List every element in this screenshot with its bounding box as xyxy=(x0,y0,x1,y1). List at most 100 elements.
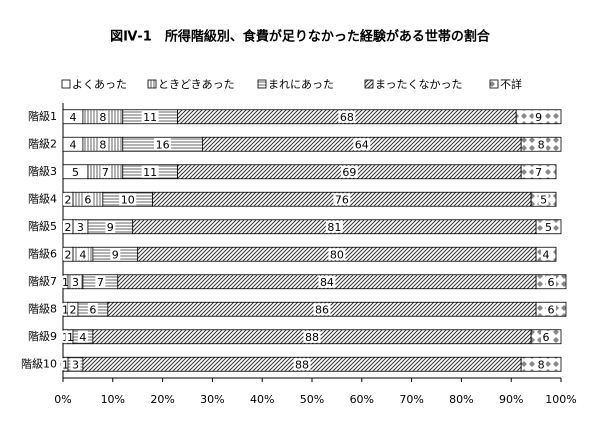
label-bg xyxy=(77,248,88,261)
label-bg xyxy=(541,330,552,343)
value-label: 1 xyxy=(62,358,69,371)
y-tick-label: 階級4 xyxy=(28,191,57,205)
label-bg xyxy=(82,193,93,206)
value-label: 86 xyxy=(315,303,329,316)
label-bg xyxy=(293,358,311,371)
legend-swatch xyxy=(489,79,499,89)
x-tick-label: 50% xyxy=(300,393,324,406)
value-label: 8 xyxy=(99,138,106,151)
value-label: 88 xyxy=(305,331,319,344)
value-label: 64 xyxy=(355,138,369,151)
value-label: 84 xyxy=(320,276,334,289)
value-label: 5 xyxy=(72,166,79,179)
label-bg xyxy=(62,193,73,206)
label-bg xyxy=(538,193,549,206)
x-tick-label: 60% xyxy=(350,393,374,406)
value-label: 7 xyxy=(102,166,109,179)
value-label: 2 xyxy=(64,193,71,206)
value-label: 1 xyxy=(62,276,69,289)
label-bg xyxy=(87,303,98,316)
value-label: 3 xyxy=(72,276,79,289)
label-bg xyxy=(97,110,108,123)
y-tick-label: 階級9 xyxy=(28,329,57,343)
value-label: 6 xyxy=(548,303,555,316)
label-bg xyxy=(333,193,351,206)
value-label: 6 xyxy=(543,331,550,344)
label-bg xyxy=(141,165,159,178)
label-bg xyxy=(546,303,557,316)
x-tick-label: 20% xyxy=(150,393,174,406)
label-bg xyxy=(60,303,71,316)
y-tick-label: 階級6 xyxy=(28,246,57,260)
legend-swatch xyxy=(147,79,157,89)
value-label: 4 xyxy=(543,248,550,261)
value-label: 8 xyxy=(538,358,545,371)
legend-label: 不詳 xyxy=(500,77,522,91)
value-label: 2 xyxy=(69,303,76,316)
label-bg xyxy=(340,165,358,178)
label-bg xyxy=(97,138,108,151)
label-bg xyxy=(533,110,544,123)
value-label: 9 xyxy=(112,248,119,261)
x-tick-label: 70% xyxy=(399,393,423,406)
value-label: 4 xyxy=(79,331,86,344)
label-bg xyxy=(62,220,73,233)
legend-swatch xyxy=(257,79,267,89)
legend-label: よくあった xyxy=(72,78,127,91)
value-label: 80 xyxy=(330,248,344,261)
value-label: 5 xyxy=(545,221,552,234)
x-tick-label: 40% xyxy=(250,393,274,406)
y-tick-label: 階級7 xyxy=(28,274,57,288)
value-label: 5 xyxy=(540,193,547,206)
label-bg xyxy=(62,248,73,261)
value-label: 7 xyxy=(535,166,542,179)
label-bg xyxy=(546,275,557,288)
y-tick-label: 階級8 xyxy=(28,301,57,315)
label-bg xyxy=(95,275,106,288)
value-label: 69 xyxy=(342,166,356,179)
legend-swatch xyxy=(61,79,71,89)
value-label: 11 xyxy=(143,111,157,124)
legend-label: まったくなかった xyxy=(375,78,463,91)
value-label: 11 xyxy=(143,166,157,179)
value-label: 1 xyxy=(62,303,69,316)
label-bg xyxy=(325,220,343,233)
label-bg xyxy=(110,248,121,261)
label-bg xyxy=(154,138,172,151)
value-label: 81 xyxy=(327,221,341,234)
label-bg xyxy=(533,165,544,178)
y-tick-label: 階級1 xyxy=(28,109,57,123)
label-bg xyxy=(313,303,331,316)
label-bg xyxy=(67,303,78,316)
label-bg xyxy=(75,220,86,233)
value-label: 10 xyxy=(121,193,135,206)
label-bg xyxy=(543,220,554,233)
label-bg xyxy=(303,330,321,343)
legend-swatch xyxy=(364,79,374,89)
label-bg xyxy=(536,138,547,151)
label-bg xyxy=(70,358,81,371)
x-tick-label: 30% xyxy=(200,393,224,406)
value-label: 9 xyxy=(107,221,114,234)
y-tick-label: 階級5 xyxy=(28,219,57,233)
label-bg xyxy=(318,275,336,288)
x-tick-label: 100% xyxy=(545,393,576,406)
label-bg xyxy=(105,220,116,233)
label-bg xyxy=(60,358,71,371)
value-label: 68 xyxy=(340,111,354,124)
label-bg xyxy=(119,193,137,206)
label-bg xyxy=(70,165,81,178)
value-label: 8 xyxy=(538,138,545,151)
value-label: 8 xyxy=(99,111,106,124)
label-bg xyxy=(100,165,111,178)
label-bg xyxy=(65,330,76,343)
value-label: 16 xyxy=(156,138,170,151)
label-bg xyxy=(77,330,88,343)
y-tick-label: 階級3 xyxy=(28,164,57,178)
x-tick-label: 0% xyxy=(54,393,71,406)
chart-title: 図Ⅳ-1 所得階級別、食費が足りなかった経験がある世帯の割合 xyxy=(110,29,491,45)
value-label: 6 xyxy=(548,276,555,289)
x-tick-label: 80% xyxy=(449,393,473,406)
value-label: 2 xyxy=(64,248,71,261)
